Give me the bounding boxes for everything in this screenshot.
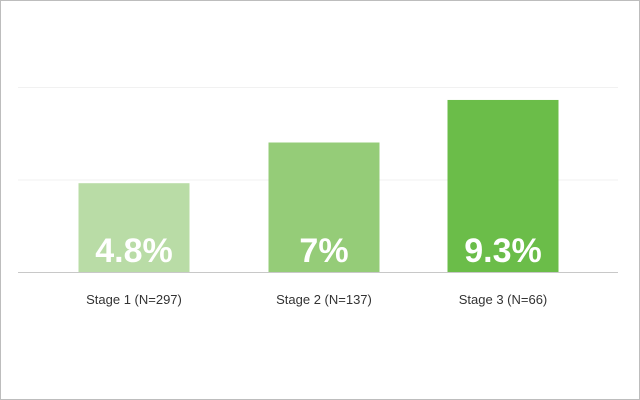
bar <box>268 142 380 272</box>
value-labels: 4.8% 7% 9.3% <box>95 232 542 270</box>
bar-value-label: 9.3% <box>464 232 542 270</box>
bars <box>78 99 559 272</box>
bar <box>78 183 190 272</box>
bar <box>447 99 559 272</box>
bar-value-label: 4.8% <box>95 232 173 270</box>
category-labels: Stage 1 (N=297) Stage 2 (N=137) Stage 3 (N… <box>86 292 547 307</box>
category-label: Stage 3 (N=66) <box>459 292 548 307</box>
category-label: Stage 2 (N=137) <box>276 292 372 307</box>
category-label: Stage 1 (N=297) <box>86 292 182 307</box>
bar-value-label: 7% <box>299 232 348 270</box>
